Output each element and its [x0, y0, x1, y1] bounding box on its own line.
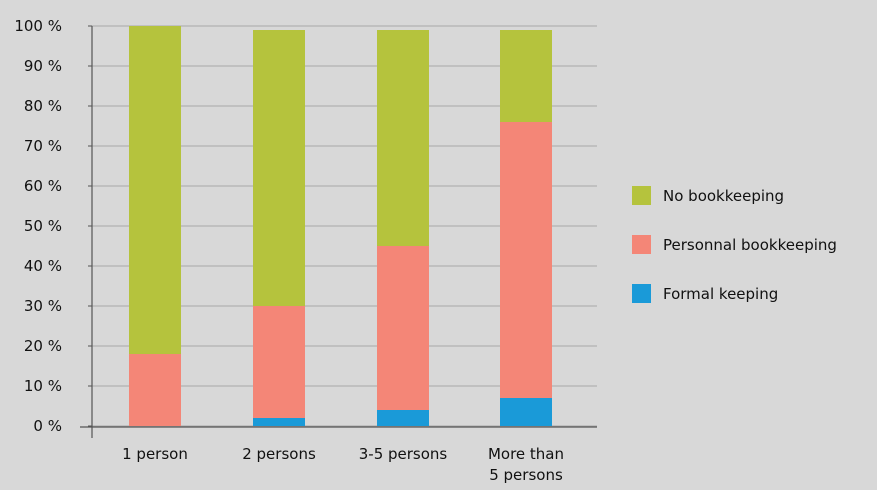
y-tick-label: 20 % — [24, 337, 62, 355]
legend-swatch — [632, 186, 651, 205]
y-tick-label: 80 % — [24, 97, 62, 115]
bar-segment — [377, 246, 429, 410]
y-tick-label: 10 % — [24, 377, 62, 395]
bar-segment — [377, 410, 429, 426]
y-tick-label: 0 % — [33, 417, 62, 435]
y-tick-label: 60 % — [24, 177, 62, 195]
x-category-label: 5 persons — [489, 466, 563, 484]
y-tick-label: 30 % — [24, 297, 62, 315]
bar-segment — [253, 306, 305, 418]
y-tick-label: 40 % — [24, 257, 62, 275]
axes — [80, 26, 597, 438]
bar-segment — [253, 30, 305, 306]
y-tick-label: 90 % — [24, 57, 62, 75]
legend-label: No bookkeeping — [663, 187, 784, 205]
bars — [129, 26, 552, 426]
x-category-label: 2 persons — [242, 445, 316, 463]
x-axis-categories: 1 person 2 persons 3-5 persons More than 5 p… — [122, 445, 564, 484]
bar-segment — [129, 26, 181, 354]
y-tick-label: 100 % — [14, 17, 62, 35]
x-category-label: More than — [488, 445, 564, 463]
bar-segment — [500, 30, 552, 122]
y-tick-label: 50 % — [24, 217, 62, 235]
legend-swatch — [632, 235, 651, 254]
bar-segment — [129, 354, 181, 426]
x-category-label: 3-5 persons — [359, 445, 448, 463]
legend-label: Personnal bookkeeping — [663, 236, 837, 254]
x-category-label: 1 person — [122, 445, 188, 463]
legend-swatch — [632, 284, 651, 303]
bar-segment — [377, 30, 429, 246]
bar-segment — [500, 398, 552, 426]
legend-label: Formal keeping — [663, 285, 778, 303]
bar-segment — [500, 122, 552, 398]
y-tick-label: 70 % — [24, 137, 62, 155]
legend: No bookkeeping Personnal bookkeeping Forma… — [632, 186, 837, 303]
y-axis-ticks: 0 % 10 % 20 % 30 % 40 % 50 % 60 % 70 % 80 % 90 % 1… — [14, 17, 92, 435]
bar-segment — [253, 418, 305, 426]
